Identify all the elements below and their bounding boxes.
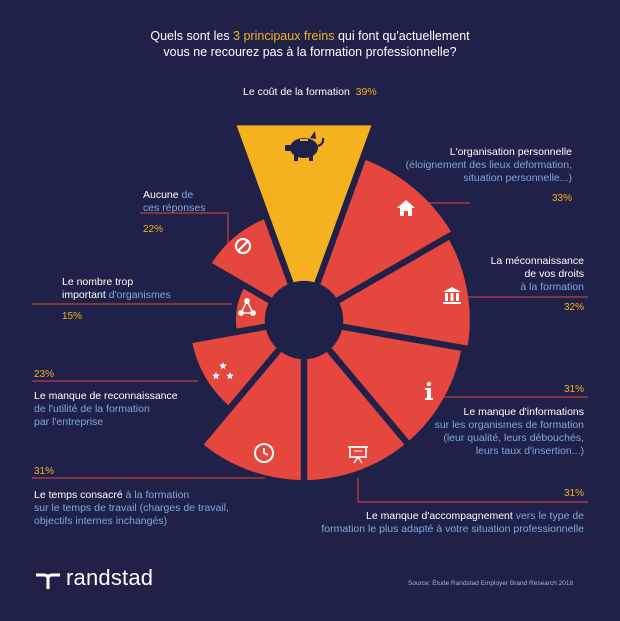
presentation-board-icon	[348, 446, 368, 464]
label-accompagnement: Le manque d'accompagnement vers le type …	[321, 510, 584, 535]
label-meconnaissance: La méconnaissance de vos droits à la for…	[490, 255, 584, 293]
value-organismes: 15%	[62, 311, 83, 322]
network-icon	[238, 298, 256, 316]
value-temps: 31%	[34, 466, 55, 477]
leader-line-accompagnement	[357, 478, 588, 503]
segment-informations	[331, 329, 461, 441]
star-shape	[212, 372, 220, 380]
segment-aucune	[211, 219, 288, 298]
segment-meconnaissance	[339, 239, 470, 346]
randstad-logo: randstad	[66, 565, 154, 590]
segment-organismes	[236, 288, 269, 329]
chart-center-hole	[268, 284, 340, 356]
stars-icon	[212, 362, 234, 380]
value-meconnaissance: 32%	[563, 302, 584, 313]
value-organisation: 33%	[551, 193, 572, 204]
prohibited-icon	[234, 237, 252, 255]
randstad-logo-icon	[36, 573, 60, 589]
segment-organisation	[320, 159, 451, 298]
star-shape	[226, 372, 234, 380]
segments	[192, 125, 470, 480]
title-highlight: 3 principaux freins	[233, 29, 335, 43]
label-aucune: Aucune de ces réponses	[143, 189, 206, 214]
label-informations: Le manque d'informations sur les organis…	[434, 406, 584, 457]
label-temps: Le temps consacré à la formation sur le …	[34, 489, 229, 527]
label-cout: Le coût de la formation 39%	[243, 86, 377, 98]
label-organisation: L'organisation personnelle (éloignement …	[405, 146, 572, 184]
value-reconnaissance: 23%	[34, 369, 55, 380]
segment-accompagnement	[307, 351, 405, 480]
info-icon	[425, 381, 433, 400]
value-informations: 31%	[563, 384, 584, 395]
clock-icon	[254, 443, 274, 463]
segment-temps	[203, 351, 301, 480]
bank-icon	[443, 287, 461, 304]
piggy-bank-icon	[285, 131, 325, 161]
leader-lines	[32, 202, 588, 503]
page-title: Quels sont les 3 principaux freins qui f…	[150, 29, 470, 59]
value-aucune: 22%	[143, 224, 164, 235]
leader-line-aucune	[140, 212, 229, 245]
label-reconnaissance: Le manque de reconnaissance de l'utilité…	[34, 390, 178, 428]
label-organismes: Le nombre trop important d'organismes	[62, 276, 171, 301]
segment-cout	[236, 125, 372, 283]
segment-reconnaissance	[192, 329, 277, 406]
value-accompagnement: 31%	[563, 488, 584, 499]
house-icon	[397, 200, 415, 216]
source-note: Source: Étude Randstad Employer Brand Re…	[408, 580, 574, 587]
star-shape	[219, 362, 227, 370]
